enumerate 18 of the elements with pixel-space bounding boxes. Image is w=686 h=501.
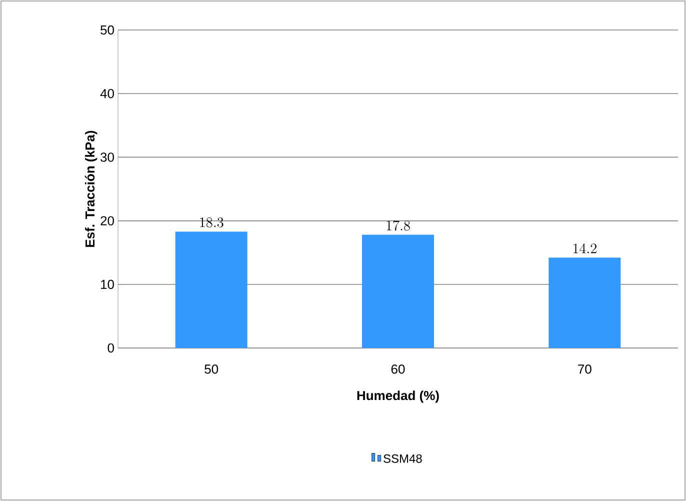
legend-label: SSM48 <box>384 454 422 463</box>
y-tick-label: 20 <box>100 216 114 226</box>
data-label: 17.8 <box>386 220 410 231</box>
y-tick-label: 10 <box>101 280 114 289</box>
y-tick-label: 40 <box>100 88 114 98</box>
bar <box>548 258 621 348</box>
x-axis-title: Humedad (%) <box>357 390 439 403</box>
bar <box>175 232 248 348</box>
y-tick-label: 50 <box>100 25 114 35</box>
bar <box>362 234 434 348</box>
data-label: 18.3 <box>200 218 224 228</box>
x-tick-label: 60 <box>391 364 405 374</box>
x-tick-label: 70 <box>578 364 592 374</box>
data-label: 14.2 <box>573 243 596 254</box>
y-tick-label: 0 <box>108 343 114 353</box>
y-axis-title: Esf. Tracción (kPa) <box>84 130 98 247</box>
x-tick-label: 50 <box>204 364 218 374</box>
y-tick-label: 30 <box>100 152 114 162</box>
